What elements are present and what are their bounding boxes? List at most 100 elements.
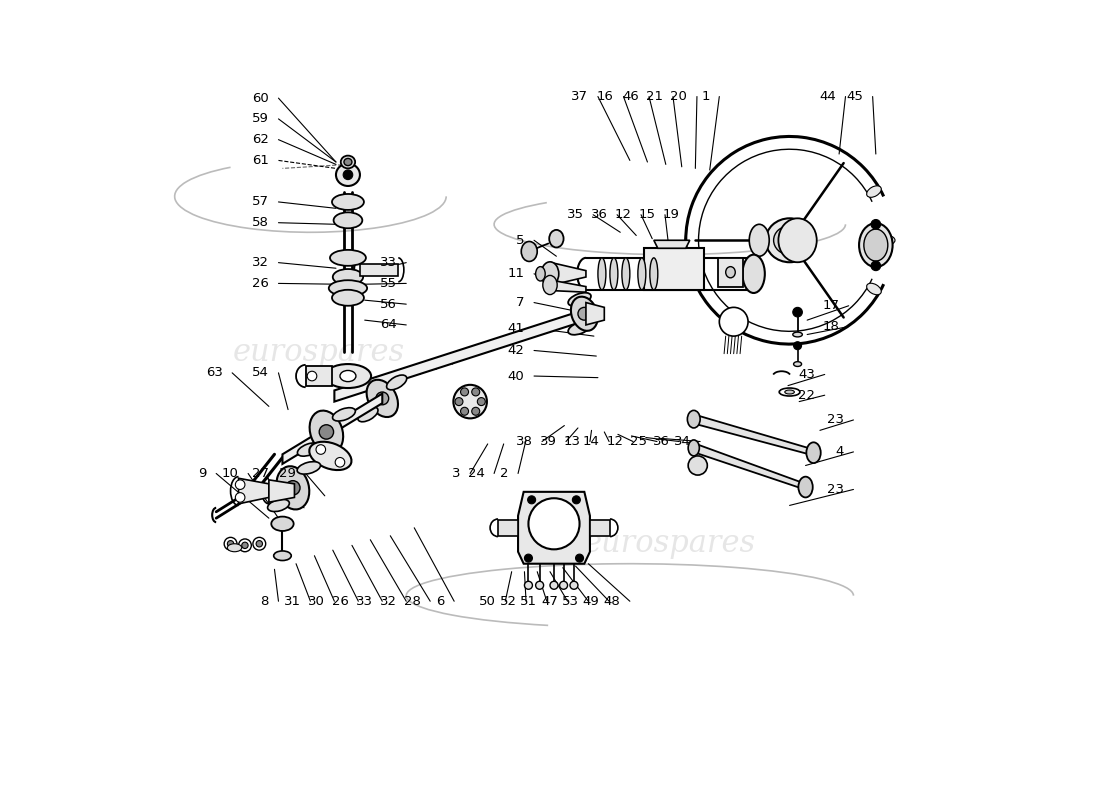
Text: 61: 61 [252,154,268,167]
Circle shape [235,480,245,490]
Ellipse shape [453,385,487,418]
Circle shape [376,392,388,405]
Text: 28: 28 [404,594,420,608]
Text: 17: 17 [822,299,839,312]
Text: 18: 18 [822,320,839,333]
Circle shape [256,541,263,547]
Text: 15: 15 [638,208,656,222]
Ellipse shape [324,364,371,388]
Ellipse shape [341,156,355,169]
Ellipse shape [742,254,764,293]
Text: 32: 32 [379,594,397,608]
Text: 20: 20 [671,90,688,103]
Circle shape [235,493,245,502]
Ellipse shape [784,390,794,394]
Ellipse shape [879,235,895,245]
Text: 6: 6 [437,594,444,608]
Circle shape [578,307,591,320]
Ellipse shape [297,462,320,474]
Circle shape [239,539,251,552]
Ellipse shape [386,375,407,390]
Polygon shape [653,240,690,248]
Ellipse shape [571,297,597,331]
Ellipse shape [333,269,363,285]
Text: 42: 42 [507,344,525,357]
Circle shape [525,554,532,562]
Polygon shape [694,414,815,456]
Text: 39: 39 [539,435,557,448]
Polygon shape [306,366,332,386]
Text: 4: 4 [836,446,844,458]
Ellipse shape [358,407,378,422]
Text: 31: 31 [284,594,300,608]
Ellipse shape [793,362,802,366]
Circle shape [286,481,300,495]
Text: eurospares: eurospares [232,337,405,367]
Circle shape [528,496,536,504]
Text: 47: 47 [541,594,558,608]
Circle shape [242,542,249,549]
Circle shape [461,407,469,415]
Text: 34: 34 [673,435,691,448]
Circle shape [871,261,881,270]
Polygon shape [239,478,268,504]
Polygon shape [694,443,807,490]
Text: 23: 23 [827,414,844,426]
Text: 23: 23 [827,483,844,496]
Ellipse shape [726,266,735,278]
Text: 54: 54 [252,366,268,379]
Ellipse shape [779,388,800,396]
Text: 58: 58 [252,216,268,230]
Text: 63: 63 [206,366,222,379]
Ellipse shape [525,582,532,590]
Circle shape [461,388,469,396]
Text: 7: 7 [516,296,525,309]
Ellipse shape [867,283,881,294]
Text: 37: 37 [571,90,588,103]
Text: 24: 24 [468,467,484,480]
Text: 26: 26 [332,594,349,608]
Ellipse shape [329,280,367,296]
Polygon shape [518,492,590,564]
Bar [645,248,704,290]
Text: 41: 41 [507,322,525,334]
Ellipse shape [609,258,618,290]
Text: 19: 19 [662,208,680,222]
Ellipse shape [749,224,769,256]
Circle shape [572,496,581,504]
Ellipse shape [773,226,805,254]
Text: 8: 8 [261,594,268,608]
Ellipse shape [272,517,294,531]
Ellipse shape [330,250,366,266]
Ellipse shape [598,258,606,290]
Text: 56: 56 [379,298,397,310]
Ellipse shape [864,229,888,261]
Text: 2: 2 [500,467,508,480]
Polygon shape [334,310,582,402]
Text: 53: 53 [562,594,579,608]
Text: 33: 33 [379,256,397,269]
Polygon shape [268,480,295,502]
Ellipse shape [549,230,563,247]
Circle shape [228,541,233,547]
Ellipse shape [297,443,320,456]
Text: 16: 16 [597,90,614,103]
Text: 51: 51 [520,594,537,608]
Text: 29: 29 [279,467,296,480]
Ellipse shape [336,164,360,186]
Ellipse shape [332,194,364,210]
Ellipse shape [536,266,546,281]
Text: 49: 49 [583,594,600,608]
Polygon shape [586,302,604,325]
Text: 57: 57 [252,195,268,209]
Circle shape [793,307,802,317]
Ellipse shape [779,218,816,262]
Text: 43: 43 [799,368,815,381]
Circle shape [719,307,748,336]
Circle shape [336,458,344,467]
Text: 32: 32 [252,256,268,269]
Circle shape [472,407,480,415]
Text: 3: 3 [452,467,461,480]
Text: 64: 64 [379,318,397,331]
Ellipse shape [333,212,362,228]
